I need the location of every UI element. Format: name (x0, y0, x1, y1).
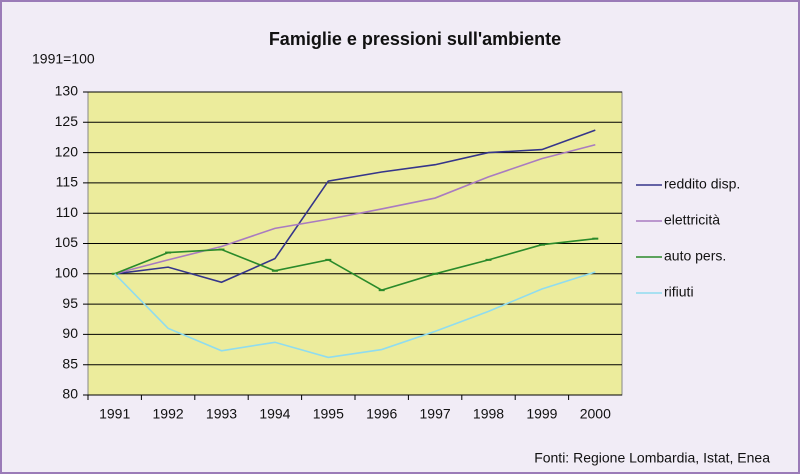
y-tick-label: 100 (55, 265, 79, 281)
series-line (114, 237, 596, 292)
y-tick-label: 115 (56, 174, 79, 190)
y-tick-label: 90 (62, 325, 78, 341)
legend-label: rifiuti (664, 284, 694, 300)
y-tick-label: 120 (55, 143, 79, 159)
x-tick-label: 1994 (259, 406, 290, 422)
y-tick-label: 95 (62, 295, 78, 311)
x-tick-label: 1991 (99, 406, 130, 422)
x-tick-label: 1993 (206, 406, 237, 422)
legend-label: auto pers. (664, 248, 726, 264)
y-tick-label: 125 (55, 113, 79, 129)
x-tick-label: 1997 (420, 406, 451, 422)
x-tick-label: 1992 (153, 406, 184, 422)
y-tick-label: 110 (56, 204, 79, 220)
legend-label: reddito disp. (664, 176, 740, 192)
chart-title: Famiglie e pressioni sull'ambiente (269, 29, 561, 49)
x-tick-label: 2000 (580, 406, 611, 422)
x-tick-label: 1999 (526, 406, 557, 422)
series-line (114, 271, 596, 359)
y-tick-label: 130 (55, 83, 79, 99)
x-tick-label: 1996 (366, 406, 397, 422)
source: Fonti: Regione Lombardia, Istat, Enea (534, 450, 770, 466)
x-tick-label: 1995 (313, 406, 344, 422)
y-axis-label: 1991=100 (32, 51, 95, 67)
x-tick-label: 1998 (473, 406, 504, 422)
series-line (114, 143, 596, 275)
y-tick-label: 105 (55, 234, 79, 250)
series-line (114, 129, 596, 284)
y-tick-label: 80 (62, 386, 78, 402)
y-tick-label: 85 (62, 355, 78, 371)
legend-label: elettricità (664, 212, 720, 228)
